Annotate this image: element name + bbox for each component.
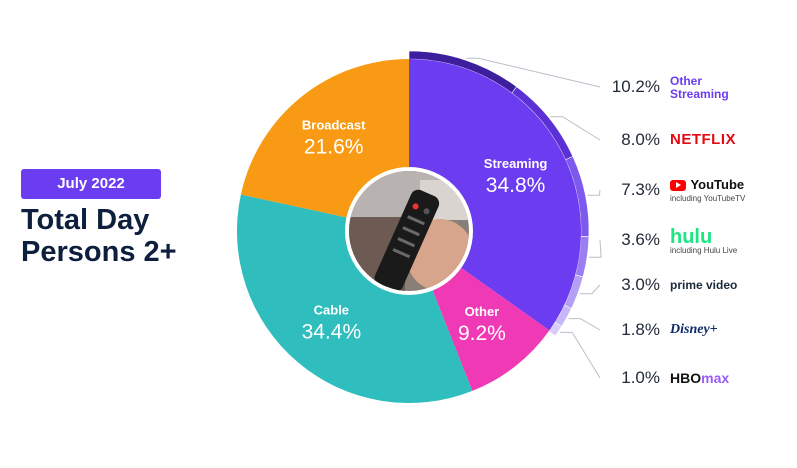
title-line-2: Persons 2+ [21, 236, 177, 268]
brand-logo-disney-: Disney+ [670, 322, 718, 337]
slice-name-cable: Cable [314, 302, 349, 317]
slice-name-other: Other [465, 304, 500, 319]
leader-line-0 [466, 57, 601, 88]
slice-streaming [409, 59, 581, 331]
slice-value-broadcast: 21.6% [304, 136, 364, 159]
leader-line-3 [589, 239, 602, 258]
leader-line-5 [568, 318, 601, 331]
leader-line-2 [587, 189, 601, 196]
brand-logo-prime-video: prime video [670, 278, 738, 292]
brand-logo-youtube: YouTube including YouTubeTV [670, 177, 746, 204]
center-photo [345, 167, 473, 295]
legend-percent: 1.0% [621, 368, 660, 387]
brand-logo-hbo-max: HBOmax [670, 370, 730, 386]
legend-percent: 7.3% [621, 180, 660, 199]
streaming-breakdown-ring [408, 50, 590, 337]
legend-percent: 10.2% [611, 77, 660, 96]
slice-labels: Streaming 34.8% Other 9.2% Cable 34.4% Broadca… [302, 118, 548, 345]
slice-value-streaming: 34.8% [486, 174, 546, 197]
page-title: Total Day Persons 2+ [21, 204, 177, 268]
leader-lines [466, 57, 602, 379]
brand-logo-other-streaming: Other Streaming [670, 74, 729, 101]
legend-percent: 8.0% [621, 130, 660, 149]
brand-logo-hulu: hulu including Hulu Live [670, 226, 738, 255]
legend-percent: 3.6% [621, 230, 660, 249]
date-badge: July 2022 [21, 169, 161, 199]
slice-value-other: 9.2% [458, 322, 506, 345]
legend-percent: 1.8% [621, 320, 660, 339]
title-line-1: Total Day [21, 204, 150, 236]
slice-value-cable: 34.4% [302, 320, 362, 343]
legend-percent: 3.0% [621, 275, 660, 294]
brand-logo-netflix: NETFLIX [670, 131, 736, 148]
leader-line-6 [560, 331, 601, 379]
slice-name-streaming: Streaming [484, 156, 548, 171]
leader-line-4 [579, 284, 601, 295]
leader-line-1 [550, 116, 601, 141]
slice-name-broadcast: Broadcast [302, 118, 366, 133]
